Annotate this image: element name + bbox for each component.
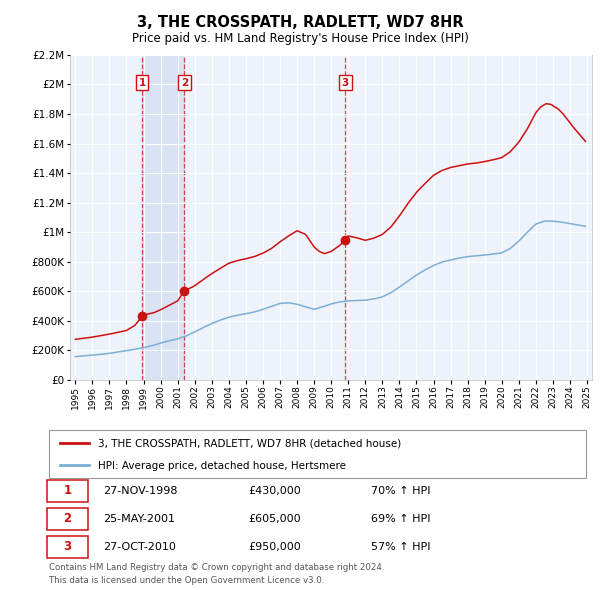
Text: 1: 1 <box>139 77 146 87</box>
Text: 3: 3 <box>64 540 71 553</box>
Text: 3, THE CROSSPATH, RADLETT, WD7 8HR (detached house): 3, THE CROSSPATH, RADLETT, WD7 8HR (deta… <box>98 439 401 449</box>
FancyBboxPatch shape <box>47 480 88 502</box>
Text: This data is licensed under the Open Government Licence v3.0.: This data is licensed under the Open Gov… <box>49 576 325 585</box>
Text: 57% ↑ HPI: 57% ↑ HPI <box>371 542 431 552</box>
Text: 69% ↑ HPI: 69% ↑ HPI <box>371 514 431 524</box>
Text: 25-MAY-2001: 25-MAY-2001 <box>103 514 175 524</box>
Text: £605,000: £605,000 <box>248 514 301 524</box>
Text: 2: 2 <box>64 513 71 526</box>
Text: HPI: Average price, detached house, Hertsmere: HPI: Average price, detached house, Hert… <box>98 461 346 471</box>
Text: Price paid vs. HM Land Registry's House Price Index (HPI): Price paid vs. HM Land Registry's House … <box>131 32 469 45</box>
FancyBboxPatch shape <box>47 536 88 558</box>
Text: 27-OCT-2010: 27-OCT-2010 <box>103 542 176 552</box>
Text: 2: 2 <box>181 77 188 87</box>
Text: 70% ↑ HPI: 70% ↑ HPI <box>371 486 431 496</box>
Text: Contains HM Land Registry data © Crown copyright and database right 2024.: Contains HM Land Registry data © Crown c… <box>49 563 385 572</box>
FancyBboxPatch shape <box>47 508 88 530</box>
Text: 3: 3 <box>342 77 349 87</box>
Text: 3, THE CROSSPATH, RADLETT, WD7 8HR: 3, THE CROSSPATH, RADLETT, WD7 8HR <box>137 15 463 30</box>
Text: £430,000: £430,000 <box>248 486 301 496</box>
Bar <box>142 55 184 380</box>
Text: 1: 1 <box>64 484 71 497</box>
Text: £950,000: £950,000 <box>248 542 301 552</box>
Text: 27-NOV-1998: 27-NOV-1998 <box>103 486 178 496</box>
